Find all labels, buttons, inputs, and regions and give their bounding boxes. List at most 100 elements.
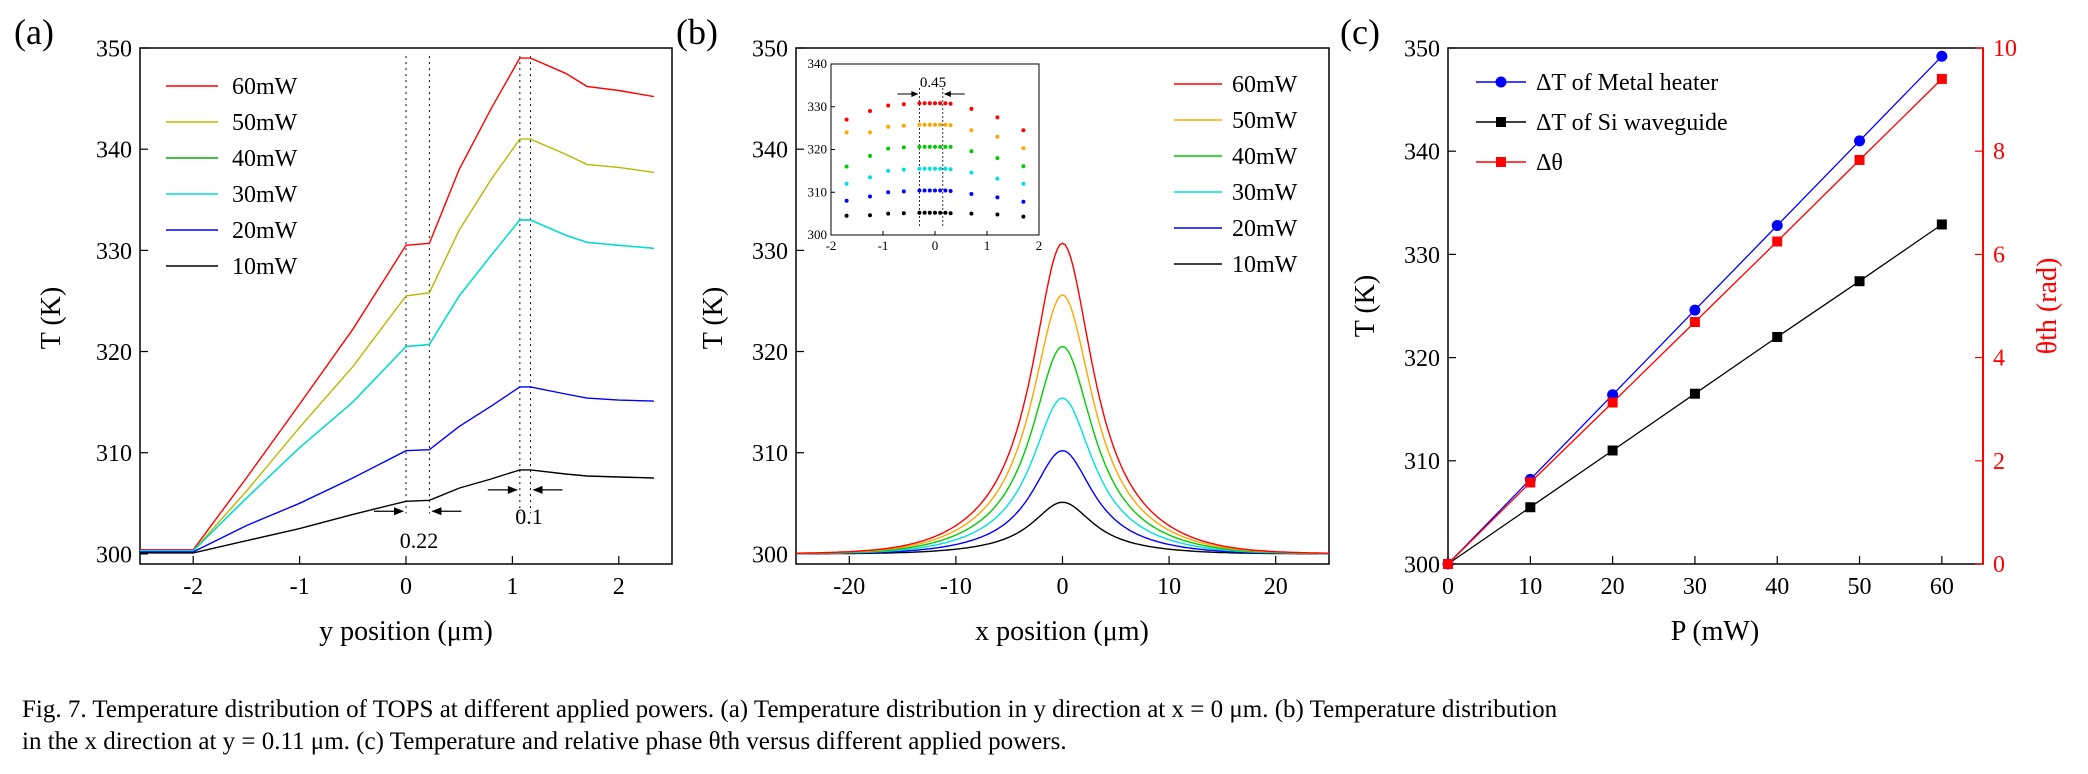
chart-a-ytick-label: 330 [96, 239, 132, 265]
chart-c-point [1689, 304, 1701, 316]
inset-point [995, 195, 1000, 200]
inset-point [922, 122, 927, 127]
inset-point [1021, 181, 1026, 186]
chart-c-point [1854, 276, 1865, 287]
chart-c-point [1936, 73, 1947, 84]
figure-caption: Fig. 7. Temperature distribution of TOPS… [22, 694, 2072, 758]
inset-point [1021, 164, 1026, 169]
inset-point [1021, 128, 1026, 133]
inset-xtick-label: 1 [984, 238, 991, 253]
chart-a-series-60mW [140, 57, 655, 551]
inset-point [938, 210, 943, 215]
chart-c-legend-label: ΔT of Si waveguide [1536, 110, 1728, 136]
inset-point [943, 188, 948, 193]
inset-point [995, 134, 1000, 139]
chart-c-ytick-label: 340 [1404, 140, 1440, 166]
chart-a-xlabel: y position (μm) [319, 616, 493, 647]
chart-c-y2tick-label: 4 [1993, 346, 2005, 372]
inset-point [901, 123, 906, 128]
inset-annotation: 0.45 [920, 75, 946, 91]
chart-a-series-50mW [140, 138, 654, 552]
inset-point [933, 101, 937, 106]
chart-b-legend-label: 10mW [1232, 252, 1298, 278]
inset-point [933, 188, 937, 193]
chart-a-legend-label: 40mW [232, 146, 298, 172]
chart-c-legend-label: ΔT of Metal heater [1536, 70, 1718, 96]
chart-b-ytick-label: 300 [752, 542, 788, 568]
chart-b-ytick-label: 320 [752, 340, 788, 366]
chart-a-legend-label: 20mW [232, 218, 298, 244]
chart-c-point [1525, 502, 1536, 513]
chart-c-point [1607, 397, 1618, 408]
inset-point [868, 213, 872, 218]
panel-label-a: (a) [14, 12, 54, 52]
chart-b-legend-label: 60mW [1232, 72, 1298, 98]
chart-a-legend-label: 50mW [232, 110, 298, 136]
chart-a-xtick-label: 0 [400, 574, 412, 600]
inset-point [917, 101, 922, 106]
inset-point [1021, 146, 1026, 151]
inset-point [917, 144, 922, 149]
inset-point [868, 109, 872, 113]
chart-c-y2tick-label: 6 [1993, 242, 2005, 268]
chart-a-xtick-label: 2 [613, 574, 625, 600]
inset-point [938, 122, 943, 127]
chart-b-ytick-label: 310 [752, 441, 788, 467]
inset-point [933, 166, 937, 171]
chart-b-legend-label: 40mW [1232, 144, 1298, 170]
inset-ytick-label: 340 [808, 56, 828, 71]
inset-point [1021, 199, 1026, 204]
chart-c-point [1771, 220, 1783, 232]
chart-c-xtick-label: 10 [1518, 574, 1542, 600]
inset-point [969, 170, 974, 175]
inset-dim-arrowhead [911, 91, 919, 97]
chart-a-dim-arrowhead [431, 507, 442, 516]
chart-c-ytick-label: 300 [1404, 552, 1440, 578]
chart-c-xtick-label: 0 [1442, 574, 1454, 600]
chart-b-legend-label: 20mW [1232, 216, 1298, 242]
chart-a-ytick-label: 320 [96, 340, 132, 366]
chart-c-y2tick-label: 10 [1993, 36, 2017, 62]
chart-a-dim-arrowhead [507, 485, 518, 494]
inset-point [969, 149, 974, 154]
inset-frame [830, 63, 1040, 236]
inset-point [927, 166, 932, 171]
inset-point [948, 101, 953, 106]
chart-c-xtick-label: 20 [1601, 574, 1625, 600]
inset-point [927, 101, 932, 106]
chart-c-xtick-label: 30 [1683, 574, 1707, 600]
inset-point [995, 115, 1000, 120]
chart-c-point [1772, 331, 1783, 342]
inset-point [917, 166, 922, 171]
chart-a-series-40mW [140, 219, 654, 552]
chart-b-xtick-label: -10 [940, 574, 972, 600]
inset-point [943, 144, 948, 149]
chart-c-ytick-label: 320 [1404, 346, 1440, 372]
inset-xtick-label: -1 [878, 238, 889, 253]
inset-point [1021, 214, 1026, 219]
chart-c-point [1525, 477, 1536, 488]
inset-point [938, 188, 943, 193]
inset-point [922, 188, 927, 193]
inset-point [917, 188, 922, 193]
chart-c-xlabel: P (mW) [1671, 616, 1759, 647]
inset-point [969, 128, 974, 133]
chart-b-series-60mW [796, 242, 1329, 554]
inset-point [844, 164, 849, 169]
chart-c-ylabel: T (K) [1350, 275, 1381, 337]
inset-point [943, 101, 948, 106]
chart-c-legend-marker [1495, 76, 1507, 88]
inset-point [886, 103, 891, 108]
inset-point [995, 212, 1000, 217]
chart-c-legend-marker [1496, 117, 1506, 127]
inset-point [901, 145, 906, 150]
chart-a-ytick-label: 340 [96, 138, 132, 164]
inset-point [933, 144, 937, 149]
chart-c-xtick-label: 60 [1930, 574, 1954, 600]
inset-point [844, 117, 849, 122]
inset-point [938, 101, 943, 106]
inset-ytick-label: 320 [808, 142, 828, 157]
chart-c-point [1689, 316, 1700, 327]
panel-label-b: (b) [676, 12, 718, 52]
chart-c-point [1936, 50, 1948, 62]
